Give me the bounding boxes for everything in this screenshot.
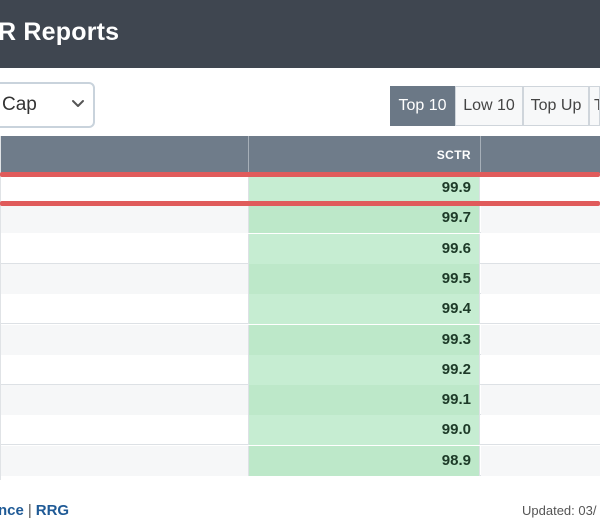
- cell-sctr-value: 98.9: [249, 445, 480, 476]
- cell-sctr-value: 99.0: [249, 415, 480, 446]
- cell-extra: [481, 385, 600, 416]
- cell-sctr-value: 99.5: [249, 263, 480, 294]
- column-divider: [480, 136, 481, 173]
- cell-sctr-value: 99.1: [249, 385, 480, 416]
- chevron-down-icon: [72, 100, 84, 107]
- cell-extra: [481, 234, 600, 264]
- footer-link-rrg[interactable]: RRG: [35, 502, 70, 519]
- cell-extra: [481, 355, 600, 385]
- cell-symbol: [1, 385, 249, 416]
- footer-separator: |: [27, 502, 32, 519]
- table-row[interactable]: 99.0: [1, 415, 600, 446]
- cell-sctr-value: 99.7: [249, 203, 480, 234]
- cell-sctr-value: 99.4: [249, 294, 480, 325]
- tab-low-10[interactable]: Low 10: [455, 86, 523, 126]
- cell-extra: [481, 173, 600, 203]
- table-row[interactable]: 99.9: [1, 173, 600, 203]
- cell-symbol: [1, 173, 249, 203]
- cell-symbol: [1, 263, 249, 294]
- footer-link-performance[interactable]: nce: [0, 502, 24, 519]
- cell-sctr-value: 99.2: [249, 354, 480, 385]
- app-header: R Reports: [0, 0, 600, 68]
- tab-next[interactable]: T: [589, 86, 600, 126]
- cell-extra: [481, 203, 600, 234]
- table-row[interactable]: 99.6: [1, 233, 600, 264]
- table-row[interactable]: 99.7: [1, 203, 600, 234]
- table-row[interactable]: 99.5: [1, 263, 600, 294]
- cell-extra: [481, 294, 600, 324]
- table-row[interactable]: 99.2: [1, 354, 600, 385]
- footer-links: nce | RRG: [0, 502, 69, 519]
- sctr-table: SCTR 99.9 99.7 99.6 99.5 99.4 99.3 99.2 99.1 99.…: [0, 136, 600, 480]
- cell-symbol: [1, 445, 249, 476]
- updated-timestamp: Updated: 03/: [522, 503, 597, 518]
- tab-top-10[interactable]: Top 10: [390, 86, 455, 126]
- table-row[interactable]: 98.9: [1, 445, 600, 476]
- cell-symbol: [1, 294, 249, 325]
- cell-sctr-value: 99.9: [249, 173, 480, 203]
- table-header: SCTR: [1, 136, 600, 173]
- group-select-value: Cap: [2, 94, 37, 115]
- highlight-line-top: [0, 172, 600, 177]
- table-row[interactable]: 99.1: [1, 385, 600, 416]
- column-divider: [248, 136, 249, 173]
- table-row[interactable]: 99.3: [1, 324, 600, 355]
- cell-sctr-value: 99.3: [249, 324, 480, 355]
- page-title: R Reports: [0, 18, 120, 46]
- cell-symbol: [1, 324, 249, 355]
- cell-extra: [481, 445, 600, 476]
- column-header-sctr[interactable]: SCTR: [436, 148, 471, 162]
- highlight-line-bottom: [0, 201, 600, 206]
- cell-symbol: [1, 203, 249, 234]
- cell-symbol: [1, 354, 249, 385]
- cell-sctr-value: 99.6: [249, 233, 480, 264]
- cell-extra: [481, 324, 600, 355]
- cell-extra: [481, 415, 600, 445]
- cell-extra: [481, 263, 600, 294]
- cell-symbol: [1, 233, 249, 264]
- cell-symbol: [1, 415, 249, 446]
- table-row[interactable]: 99.4: [1, 294, 600, 325]
- group-select[interactable]: Cap: [0, 82, 95, 128]
- tab-top-up[interactable]: Top Up: [523, 86, 589, 126]
